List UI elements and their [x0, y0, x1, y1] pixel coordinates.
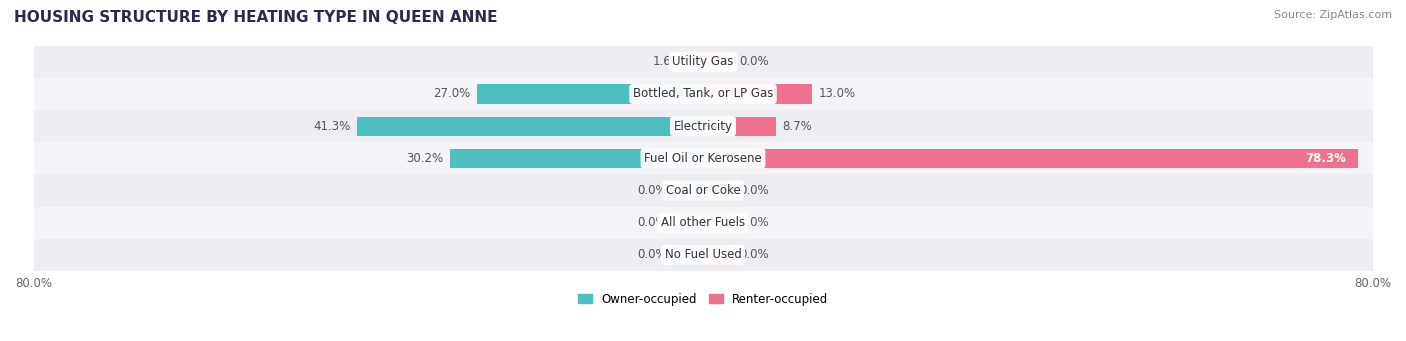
- Text: 0.0%: 0.0%: [740, 216, 769, 229]
- Text: 0.0%: 0.0%: [740, 248, 769, 262]
- Text: All other Fuels: All other Fuels: [661, 216, 745, 229]
- Bar: [673, 181, 703, 200]
- Text: Bottled, Tank, or LP Gas: Bottled, Tank, or LP Gas: [633, 88, 773, 101]
- Text: Electricity: Electricity: [673, 120, 733, 133]
- Text: 1.6%: 1.6%: [652, 55, 683, 68]
- Bar: [34, 46, 1372, 78]
- Text: Coal or Coke: Coal or Coke: [665, 184, 741, 197]
- Bar: [703, 149, 1358, 168]
- Bar: [34, 142, 1372, 175]
- Text: 41.3%: 41.3%: [314, 120, 350, 133]
- Bar: [34, 78, 1372, 110]
- Text: 78.3%: 78.3%: [1305, 152, 1346, 165]
- Text: Source: ZipAtlas.com: Source: ZipAtlas.com: [1274, 10, 1392, 20]
- Text: No Fuel Used: No Fuel Used: [665, 248, 741, 262]
- Text: 0.0%: 0.0%: [740, 184, 769, 197]
- Text: Fuel Oil or Kerosene: Fuel Oil or Kerosene: [644, 152, 762, 165]
- Bar: [450, 149, 703, 168]
- Text: 30.2%: 30.2%: [406, 152, 443, 165]
- Text: 27.0%: 27.0%: [433, 88, 471, 101]
- Text: 0.0%: 0.0%: [637, 248, 666, 262]
- Text: 0.0%: 0.0%: [637, 184, 666, 197]
- Bar: [34, 239, 1372, 271]
- Bar: [673, 245, 703, 265]
- Bar: [703, 84, 811, 104]
- Bar: [703, 117, 776, 136]
- Bar: [673, 213, 703, 232]
- Text: 8.7%: 8.7%: [783, 120, 813, 133]
- Bar: [357, 117, 703, 136]
- Bar: [34, 110, 1372, 142]
- Bar: [703, 181, 733, 200]
- Text: 0.0%: 0.0%: [740, 55, 769, 68]
- Legend: Owner-occupied, Renter-occupied: Owner-occupied, Renter-occupied: [578, 293, 828, 306]
- Bar: [689, 52, 703, 72]
- Bar: [703, 52, 733, 72]
- Bar: [477, 84, 703, 104]
- Text: HOUSING STRUCTURE BY HEATING TYPE IN QUEEN ANNE: HOUSING STRUCTURE BY HEATING TYPE IN QUE…: [14, 10, 498, 25]
- Bar: [703, 213, 733, 232]
- Text: Utility Gas: Utility Gas: [672, 55, 734, 68]
- Bar: [34, 175, 1372, 207]
- Bar: [34, 207, 1372, 239]
- Bar: [703, 245, 733, 265]
- Text: 0.0%: 0.0%: [637, 216, 666, 229]
- Text: 13.0%: 13.0%: [818, 88, 856, 101]
